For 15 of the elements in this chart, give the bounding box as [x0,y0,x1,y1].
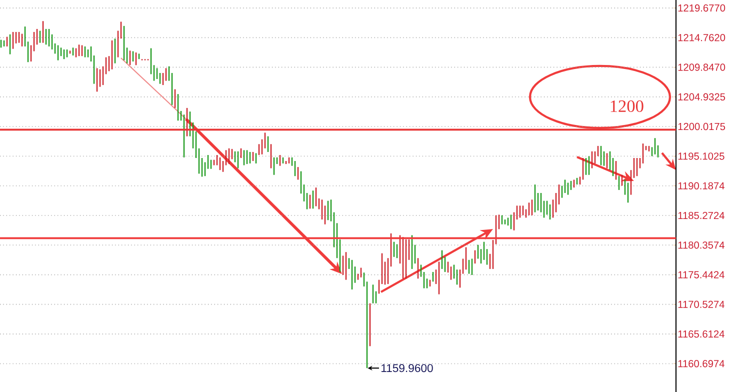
y-tick-label: 1204.9325 [678,93,726,100]
y-tick-label: 1185.2724 [678,212,724,220]
annotation: 1159.9600 [381,364,433,372]
y-tick-label: 1209.8470 [678,64,726,71]
y-tick-label: 1219.6770 [678,4,726,12]
y-tick-label: 1175.4424 [678,271,724,278]
y-tick-label: 1170.5274 [678,300,724,308]
y-tick-label: 1180.3574 [678,241,724,249]
y-tick-label: 1190.1874 [678,182,724,190]
y-tick-label: 1195.1025 [678,152,724,160]
y-tick-label: 1214.7620 [678,34,726,42]
y-tick-label: 1200.0175 [678,122,726,130]
y-tick-label: 1160.6974 [678,360,724,368]
legend-label: 1200 [610,100,644,112]
y-tick-label: 1165.6124 [678,330,724,338]
